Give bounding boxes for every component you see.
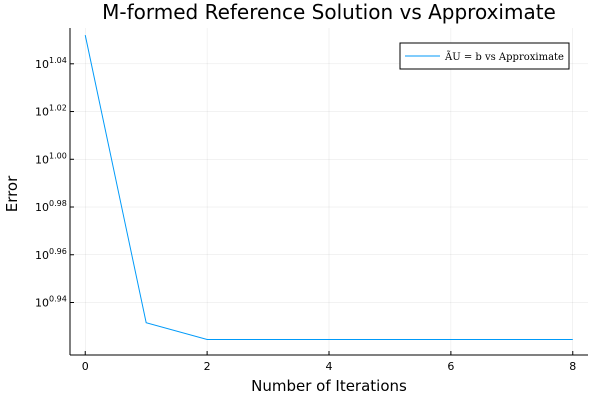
x-tick-label: 6 bbox=[447, 360, 454, 373]
x-tick-label: 4 bbox=[326, 360, 333, 373]
y-tick-label: 101.02 bbox=[35, 104, 67, 119]
y-tick-label: 100.98 bbox=[35, 199, 67, 214]
y-tick-label: 100.96 bbox=[35, 247, 67, 262]
x-tick-label: 2 bbox=[204, 360, 211, 373]
chart-title: M-formed Reference Solution vs Approxima… bbox=[102, 0, 556, 24]
y-tick-label: 101.00 bbox=[35, 151, 67, 166]
x-tick-label: 8 bbox=[569, 360, 576, 373]
legend-label-series: ÃU = b vs Approximate bbox=[444, 51, 564, 63]
legend: ÃU = b vs Approximate bbox=[399, 42, 570, 70]
series-line bbox=[84, 35, 573, 340]
axes bbox=[69, 28, 588, 356]
tick-labels: 0 2 4 6 8 100.94 100.96 100.98 101.00 101.02 101.0… bbox=[35, 56, 576, 373]
y-tick-label: 101.04 bbox=[35, 56, 67, 71]
y-axis-label: Error bbox=[3, 175, 21, 212]
series-layer bbox=[84, 35, 573, 340]
y-tick-label: 100.94 bbox=[35, 294, 67, 309]
x-tick-label: 0 bbox=[82, 360, 89, 373]
x-axis-label: Number of Iterations bbox=[251, 377, 407, 395]
